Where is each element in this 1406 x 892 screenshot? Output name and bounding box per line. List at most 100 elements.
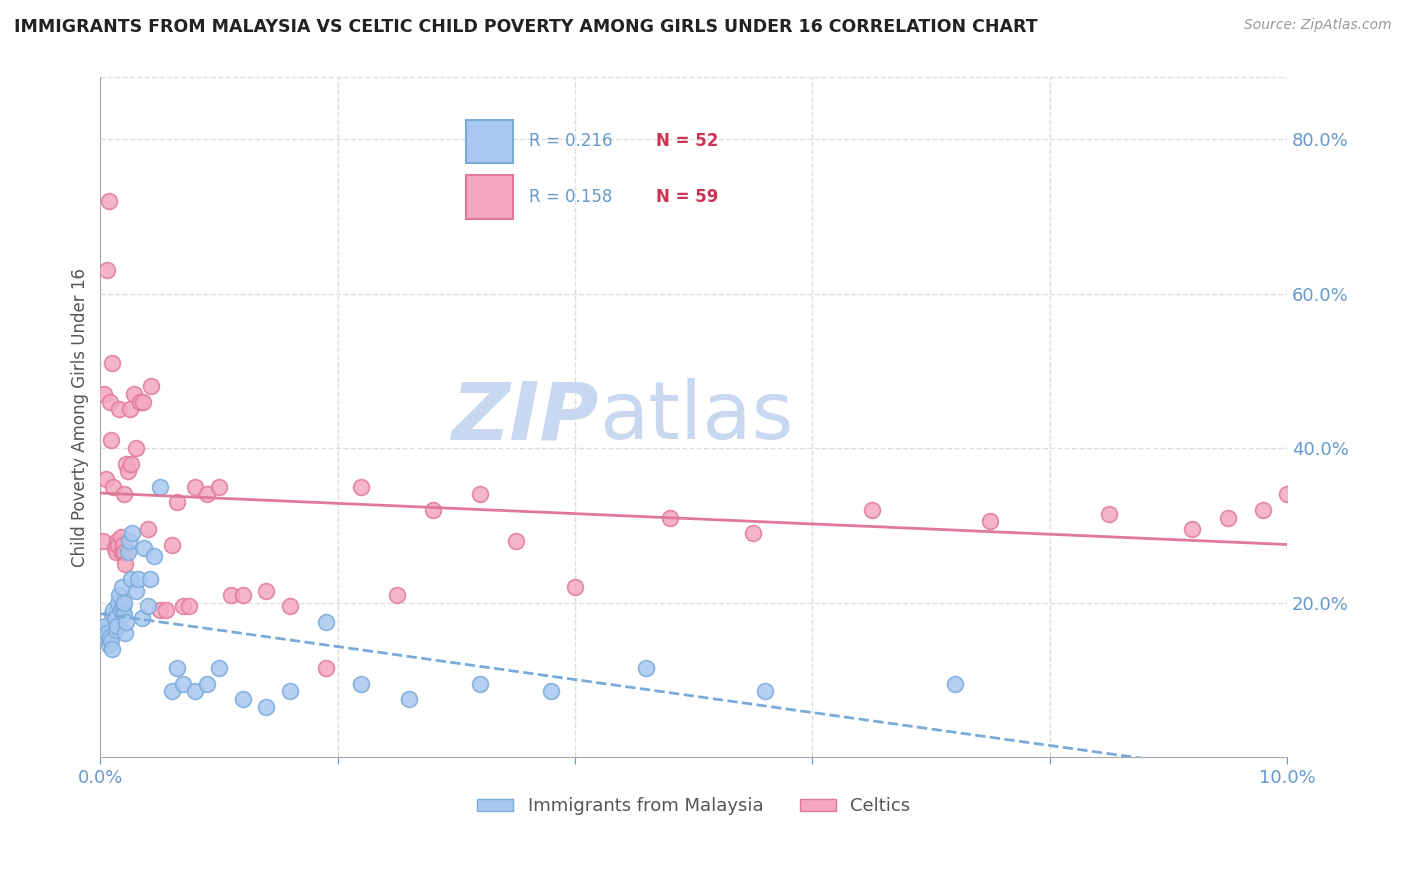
- Point: [256, 699, 278, 714]
- Point: [979, 515, 1001, 529]
- Point: [134, 541, 156, 556]
- Point: [315, 615, 337, 629]
- Text: Source: ZipAtlas.com: Source: ZipAtlas.com: [1244, 18, 1392, 32]
- Point: [149, 603, 172, 617]
- Point: [114, 626, 136, 640]
- Point: [111, 545, 134, 559]
- Point: [659, 510, 682, 524]
- Point: [166, 661, 188, 675]
- Point: [107, 595, 129, 609]
- Point: [398, 692, 420, 706]
- Point: [120, 573, 142, 587]
- Point: [91, 630, 114, 644]
- Point: [103, 480, 125, 494]
- Point: [860, 503, 883, 517]
- Point: [94, 618, 117, 632]
- Point: [179, 599, 201, 614]
- Point: [100, 634, 122, 648]
- Point: [540, 684, 562, 698]
- Point: [1275, 487, 1298, 501]
- Point: [117, 545, 139, 559]
- Text: IMMIGRANTS FROM MALAYSIA VS CELTIC CHILD POVERTY AMONG GIRLS UNDER 16 CORRELATIO: IMMIGRANTS FROM MALAYSIA VS CELTIC CHILD…: [14, 18, 1038, 36]
- Point: [105, 533, 128, 548]
- Point: [110, 603, 132, 617]
- Point: [107, 538, 129, 552]
- Point: [96, 263, 118, 277]
- Point: [105, 618, 128, 632]
- Point: [91, 533, 114, 548]
- Point: [115, 457, 138, 471]
- Point: [1181, 522, 1204, 536]
- Point: [103, 603, 125, 617]
- Point: [184, 684, 207, 698]
- Point: [118, 533, 141, 548]
- Point: [97, 638, 120, 652]
- Point: [350, 676, 373, 690]
- Point: [208, 661, 231, 675]
- Point: [184, 480, 207, 494]
- Point: [195, 676, 218, 690]
- Point: [564, 580, 586, 594]
- Point: [101, 607, 124, 621]
- Point: [422, 503, 444, 517]
- Point: [97, 194, 120, 208]
- Point: [160, 538, 183, 552]
- Point: [468, 487, 491, 501]
- Point: [278, 599, 301, 614]
- Point: [172, 599, 194, 614]
- Point: [104, 623, 127, 637]
- Point: [142, 549, 165, 564]
- Text: atlas: atlas: [599, 378, 793, 456]
- Point: [122, 387, 145, 401]
- Legend: Immigrants from Malaysia, Celtics: Immigrants from Malaysia, Celtics: [470, 790, 918, 822]
- Point: [108, 588, 131, 602]
- Point: [125, 441, 148, 455]
- Point: [132, 394, 155, 409]
- Point: [104, 541, 127, 556]
- Point: [742, 526, 765, 541]
- Point: [111, 599, 134, 614]
- Point: [96, 630, 118, 644]
- Point: [278, 684, 301, 698]
- Point: [120, 457, 142, 471]
- Point: [112, 595, 135, 609]
- Point: [350, 480, 373, 494]
- Point: [112, 607, 135, 621]
- Point: [98, 394, 121, 409]
- Point: [1253, 503, 1275, 517]
- Point: [172, 676, 194, 690]
- Point: [256, 583, 278, 598]
- Point: [505, 533, 527, 548]
- Point: [232, 692, 254, 706]
- Point: [93, 623, 115, 637]
- Point: [111, 580, 134, 594]
- Point: [136, 522, 159, 536]
- Point: [112, 487, 135, 501]
- Point: [1098, 507, 1121, 521]
- Point: [385, 588, 408, 602]
- Point: [96, 472, 118, 486]
- Point: [104, 545, 127, 559]
- Point: [166, 495, 188, 509]
- Point: [136, 599, 159, 614]
- Point: [208, 480, 231, 494]
- Point: [155, 603, 177, 617]
- Point: [141, 379, 163, 393]
- Point: [111, 538, 134, 552]
- Point: [104, 611, 127, 625]
- Point: [149, 480, 172, 494]
- Point: [112, 545, 135, 559]
- Point: [93, 387, 115, 401]
- Text: ZIP: ZIP: [451, 378, 599, 456]
- Point: [101, 356, 124, 370]
- Y-axis label: Child Poverty Among Girls Under 16: Child Poverty Among Girls Under 16: [72, 268, 89, 566]
- Point: [128, 394, 150, 409]
- Point: [125, 583, 148, 598]
- Point: [127, 573, 149, 587]
- Point: [315, 661, 337, 675]
- Point: [160, 684, 183, 698]
- Point: [98, 630, 121, 644]
- Point: [115, 615, 138, 629]
- Point: [101, 641, 124, 656]
- Point: [232, 588, 254, 602]
